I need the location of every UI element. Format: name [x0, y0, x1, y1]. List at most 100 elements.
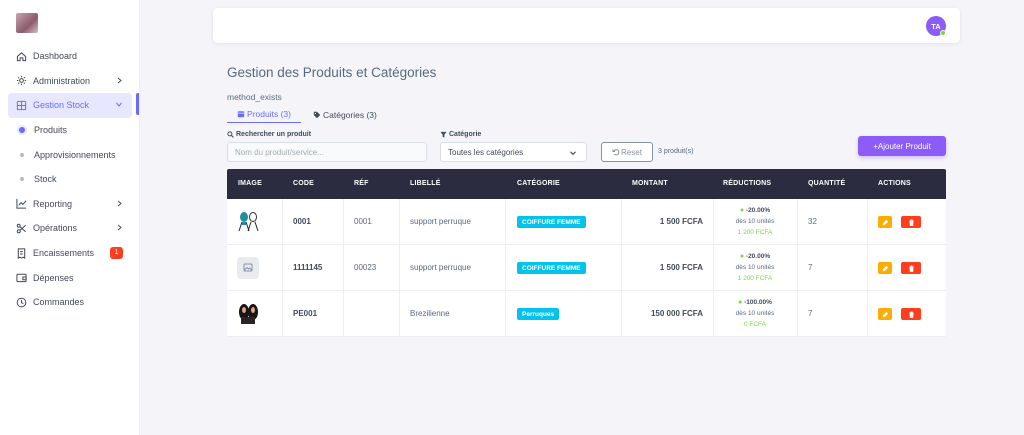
reduced-price: 1 200 FCFA: [737, 275, 773, 282]
sidebar-item-label: Produits: [34, 125, 68, 136]
column-header-quantite: QUANTITÉ: [808, 180, 846, 187]
column-header-image: IMAGE: [238, 180, 262, 187]
delete-button[interactable]: [901, 308, 921, 320]
reduction-cell: ● -20.00% dès 10 unités 1 200 FCFA: [711, 251, 799, 284]
receipt-icon: [16, 247, 27, 259]
online-status-dot: [940, 30, 946, 36]
reset-button[interactable]: Reset: [601, 142, 653, 162]
search-icon: [227, 131, 234, 138]
search-placeholder: Nom du produit/service...: [235, 147, 324, 157]
reduction-threshold: dès 10 unités: [735, 310, 775, 317]
tab-produits[interactable]: Produits (3): [227, 106, 301, 123]
sidebar-item-stock[interactable]: Stock: [8, 167, 132, 192]
sidebar-item-gestion-stock[interactable]: Gestion Stock: [8, 93, 132, 118]
quantity-cell: 32: [808, 217, 817, 226]
scissors-icon: [16, 223, 27, 234]
delete-button[interactable]: [901, 262, 921, 274]
wig-stand-image: [238, 212, 259, 232]
sidebar-item-commandes[interactable]: Commandes: [8, 290, 132, 315]
sidebar-item-reporting[interactable]: Reporting: [8, 192, 132, 217]
sidebar-item-produits[interactable]: Produits: [8, 118, 132, 143]
code-cell: PE001: [293, 309, 318, 318]
sidebar-item-depenses[interactable]: Dépenses: [8, 265, 132, 290]
edit-icon: [882, 311, 888, 317]
delete-button[interactable]: [901, 216, 921, 228]
search-label: Rechercher un produit: [227, 131, 311, 138]
reduction-percent: -20.00%: [745, 253, 771, 260]
category-select-value: Toutes les catégories: [448, 147, 524, 157]
column-header-categorie: CATÉGORIE: [517, 180, 560, 187]
chevron-right-icon: [117, 200, 122, 206]
sidebar-item-dashboard[interactable]: Dashboard: [8, 44, 132, 69]
sidebar-item-label: Administration: [33, 75, 91, 86]
sidebar-menu: Dashboard Administration Gestion Stock P…: [8, 44, 132, 315]
category-label: Catégorie: [440, 131, 481, 138]
edit-icon: [882, 219, 888, 225]
sidebar-item-label: Reporting: [33, 198, 73, 209]
column-header-libelle: LIBELLÉ: [410, 180, 441, 187]
table-header: IMAGE CODE RÉF LIBELLÉ CATÉGORIE MONTANT…: [227, 169, 946, 199]
sidebar-item-administration[interactable]: Administration: [8, 69, 132, 94]
sidebar-item-label: Commandes: [33, 297, 85, 308]
reset-label: Reset: [621, 147, 642, 157]
top-navbar: TA: [213, 8, 960, 43]
page-title: Gestion des Produits et Catégories: [227, 65, 437, 80]
notification-badge: 1: [110, 246, 123, 259]
filter-icon: [440, 131, 447, 138]
edit-button[interactable]: [878, 216, 892, 228]
active-indicator: [136, 93, 139, 115]
column-header-actions: ACTIONS: [878, 180, 911, 187]
add-product-button[interactable]: +Ajouter Produit: [858, 136, 946, 156]
tab-categories[interactable]: Catégories (3): [313, 106, 377, 123]
reduced-price: 1 200 FCFA: [737, 229, 773, 236]
chevron-down-icon: [116, 102, 122, 107]
ref-cell: 00023: [354, 263, 377, 272]
reduction-cell: ● -20.00% dès 10 unités 1 200 FCFA: [711, 205, 799, 238]
sidebar-item-encaissements[interactable]: Encaissements 1: [8, 241, 132, 266]
table-row: 1111145 00023 support perruque COIFFURE …: [227, 245, 946, 291]
label-cell: Brezilienne: [410, 309, 450, 318]
search-label-text: Rechercher un produit: [236, 131, 312, 138]
chevron-down-icon: [570, 151, 576, 156]
sidebar-item-label: Opérations: [33, 223, 78, 234]
bullet-icon: [20, 177, 24, 182]
result-count: 3 produit(s): [658, 148, 694, 155]
sidebar-item-operations[interactable]: Opérations: [8, 216, 132, 241]
category-badge: Perruques: [517, 308, 560, 320]
category-select[interactable]: Toutes les catégories: [440, 142, 587, 162]
wallet-icon: [16, 272, 27, 283]
amount-cell: 1 500 FCFA: [659, 263, 703, 272]
tag-icon: ●: [738, 299, 743, 306]
home-icon: [16, 51, 27, 62]
sidebar-item-approvisionnements[interactable]: Approvisionnements: [8, 142, 132, 167]
reduction-threshold: dès 10 unités: [735, 218, 775, 225]
trash-icon: [908, 311, 914, 318]
sidebar-item-label: Gestion Stock: [33, 100, 90, 111]
table-row: 0001 0001 support perruque COIFFURE FEMM…: [227, 199, 946, 245]
undo-icon: [612, 149, 620, 156]
table-row: PE001 Brezilienne Perruques 150 000 FCFA…: [227, 291, 946, 337]
label-cell: support perruque: [410, 217, 471, 226]
image-placeholder-icon: [237, 257, 259, 279]
reduction-percent: -20.00%: [745, 207, 771, 214]
category-label-text: Catégorie: [449, 131, 482, 138]
code-cell: 1111145: [293, 263, 323, 272]
category-badge: COIFFURE FEMME: [517, 216, 586, 228]
column-header-ref: RÉF: [354, 180, 369, 187]
reduction-threshold: dès 10 unités: [735, 264, 775, 271]
edit-icon: [882, 265, 888, 271]
trash-icon: [908, 265, 914, 272]
chevron-right-icon: [117, 224, 122, 231]
app-logo[interactable]: [16, 13, 38, 33]
bullet-icon: [20, 152, 24, 157]
sidebar-item-label: Dépenses: [33, 272, 74, 283]
sidebar-item-label: Approvisionnements: [34, 149, 116, 160]
reduced-price: 0 FCFA: [743, 321, 767, 328]
column-header-code: CODE: [293, 180, 315, 187]
tags-icon: [313, 111, 321, 118]
edit-button[interactable]: [878, 308, 892, 320]
amount-cell: 150 000 FCFA: [650, 309, 703, 318]
edit-button[interactable]: [878, 262, 892, 274]
search-input[interactable]: Nom du produit/service...: [227, 142, 427, 162]
tab-label: Catégories (3): [323, 109, 377, 120]
